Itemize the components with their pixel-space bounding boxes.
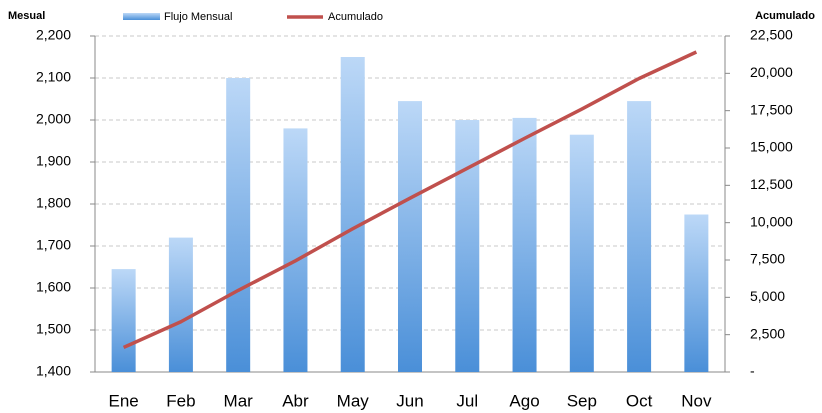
y2-tick-label: 12,500 <box>750 176 793 192</box>
legend-swatch <box>123 13 160 20</box>
bar <box>168 237 193 372</box>
y2-tick-label: - <box>750 363 755 379</box>
y-tick-label: 1,800 <box>36 195 71 211</box>
y-tick-label: 1,700 <box>36 237 71 253</box>
y2-axis-title: Acumulado <box>755 10 815 22</box>
bar <box>398 101 422 372</box>
y2-tick-label: 10,000 <box>750 213 793 229</box>
y-tick-label: 2,200 <box>36 27 71 43</box>
x-tick-label: Oct <box>626 391 653 410</box>
x-tick-label: Mar <box>224 391 254 410</box>
y2-tick-label: 2,500 <box>750 325 785 341</box>
bar <box>684 214 709 372</box>
bar <box>569 134 594 372</box>
legend-label: Flujo Mensual <box>164 11 232 23</box>
y2-tick-label: 20,000 <box>750 64 793 80</box>
bar <box>455 120 480 372</box>
line <box>122 50 698 350</box>
x-tick-label: Ene <box>109 391 139 410</box>
x-tick-label: Jun <box>396 391 423 410</box>
x-tick-label: Abr <box>282 391 309 410</box>
bar <box>226 78 251 372</box>
x-tick-label: Nov <box>681 391 712 410</box>
y2-tick-label: 17,500 <box>750 101 793 117</box>
x-tick-label: Ago <box>509 391 539 410</box>
bar <box>111 269 136 372</box>
legend-label: Acumulado <box>328 11 383 23</box>
x-tick-label: May <box>337 391 370 410</box>
y-tick-label: 1,900 <box>36 153 71 169</box>
x-tick-label: Sep <box>567 391 597 410</box>
y-tick-label: 1,600 <box>36 279 71 295</box>
bar <box>627 101 652 372</box>
legend: Flujo Mensual Acumulado <box>123 11 383 23</box>
y2-tick-label: 22,500 <box>750 27 793 43</box>
x-tick-label: Feb <box>166 391 195 410</box>
x-tick-label: Jul <box>456 391 478 410</box>
bar <box>340 57 365 372</box>
y-tick-label: 1,500 <box>36 321 71 337</box>
y2-tick-label: 15,000 <box>750 139 793 155</box>
bar <box>512 117 537 373</box>
y-axis-title: Mesual <box>8 10 45 22</box>
y-tick-label: 1,400 <box>36 363 71 379</box>
y-tick-label: 2,000 <box>36 111 71 127</box>
y2-tick-label: 5,000 <box>750 288 785 304</box>
y-tick-label: 2,100 <box>36 69 71 85</box>
bar <box>283 128 308 372</box>
y2-tick-label: 7,500 <box>750 251 785 267</box>
